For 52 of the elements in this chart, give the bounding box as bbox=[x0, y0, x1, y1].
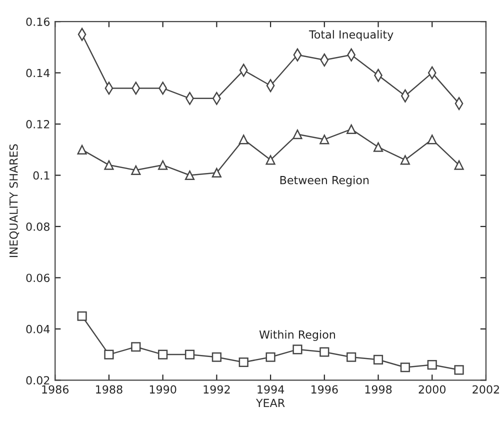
y-tick-label: 0.1 bbox=[33, 171, 50, 180]
series-label: Total Inequality bbox=[308, 30, 394, 41]
point bbox=[184, 170, 195, 180]
point bbox=[131, 165, 141, 175]
point bbox=[212, 168, 222, 178]
point bbox=[373, 354, 384, 364]
point bbox=[238, 134, 248, 144]
point bbox=[373, 142, 384, 152]
point bbox=[131, 342, 141, 352]
point bbox=[184, 350, 195, 360]
point bbox=[320, 347, 330, 357]
point bbox=[158, 350, 168, 360]
point bbox=[454, 160, 464, 170]
point bbox=[104, 350, 114, 360]
point bbox=[266, 155, 276, 165]
point bbox=[104, 160, 114, 170]
point bbox=[400, 362, 410, 372]
point bbox=[400, 155, 410, 165]
y-tick-label: 0.16 bbox=[26, 18, 50, 26]
point bbox=[266, 352, 276, 362]
y-tick-label: 0.08 bbox=[26, 222, 50, 231]
series-label: Within Region bbox=[259, 330, 335, 341]
x-tick-label: 1994 bbox=[258, 385, 284, 394]
point bbox=[320, 134, 330, 144]
x-tick-label: 1996 bbox=[311, 385, 338, 394]
point bbox=[346, 352, 356, 362]
y-tick-label: 0.12 bbox=[26, 120, 50, 128]
point bbox=[427, 360, 437, 370]
y-tick-label: 0.02 bbox=[26, 376, 50, 385]
x-tick-label: 1998 bbox=[365, 385, 392, 394]
point bbox=[238, 357, 248, 368]
y-tick-label: 0.04 bbox=[26, 324, 50, 334]
point bbox=[77, 144, 87, 154]
y-tick-label: 0.06 bbox=[26, 274, 50, 282]
x-axis-title: YEAR bbox=[256, 398, 285, 407]
x-tick-label: 1992 bbox=[204, 385, 230, 394]
point bbox=[292, 344, 302, 354]
x-tick-label: 1986 bbox=[42, 385, 69, 394]
point bbox=[427, 134, 437, 144]
x-tick-label: 1988 bbox=[96, 385, 122, 394]
point bbox=[212, 352, 222, 362]
x-tick-label: 2002 bbox=[472, 385, 499, 394]
point bbox=[292, 130, 302, 140]
point bbox=[77, 311, 87, 321]
point bbox=[346, 124, 356, 134]
y-axis-title: INEQUALITY SHARES bbox=[9, 144, 20, 258]
x-tick-label: 2000 bbox=[418, 385, 446, 394]
point bbox=[454, 365, 464, 375]
point bbox=[158, 160, 168, 170]
x-tick-label: 1990 bbox=[150, 385, 176, 394]
series-label: Between Region bbox=[280, 176, 369, 186]
y-tick-label: 0.14 bbox=[26, 68, 50, 78]
